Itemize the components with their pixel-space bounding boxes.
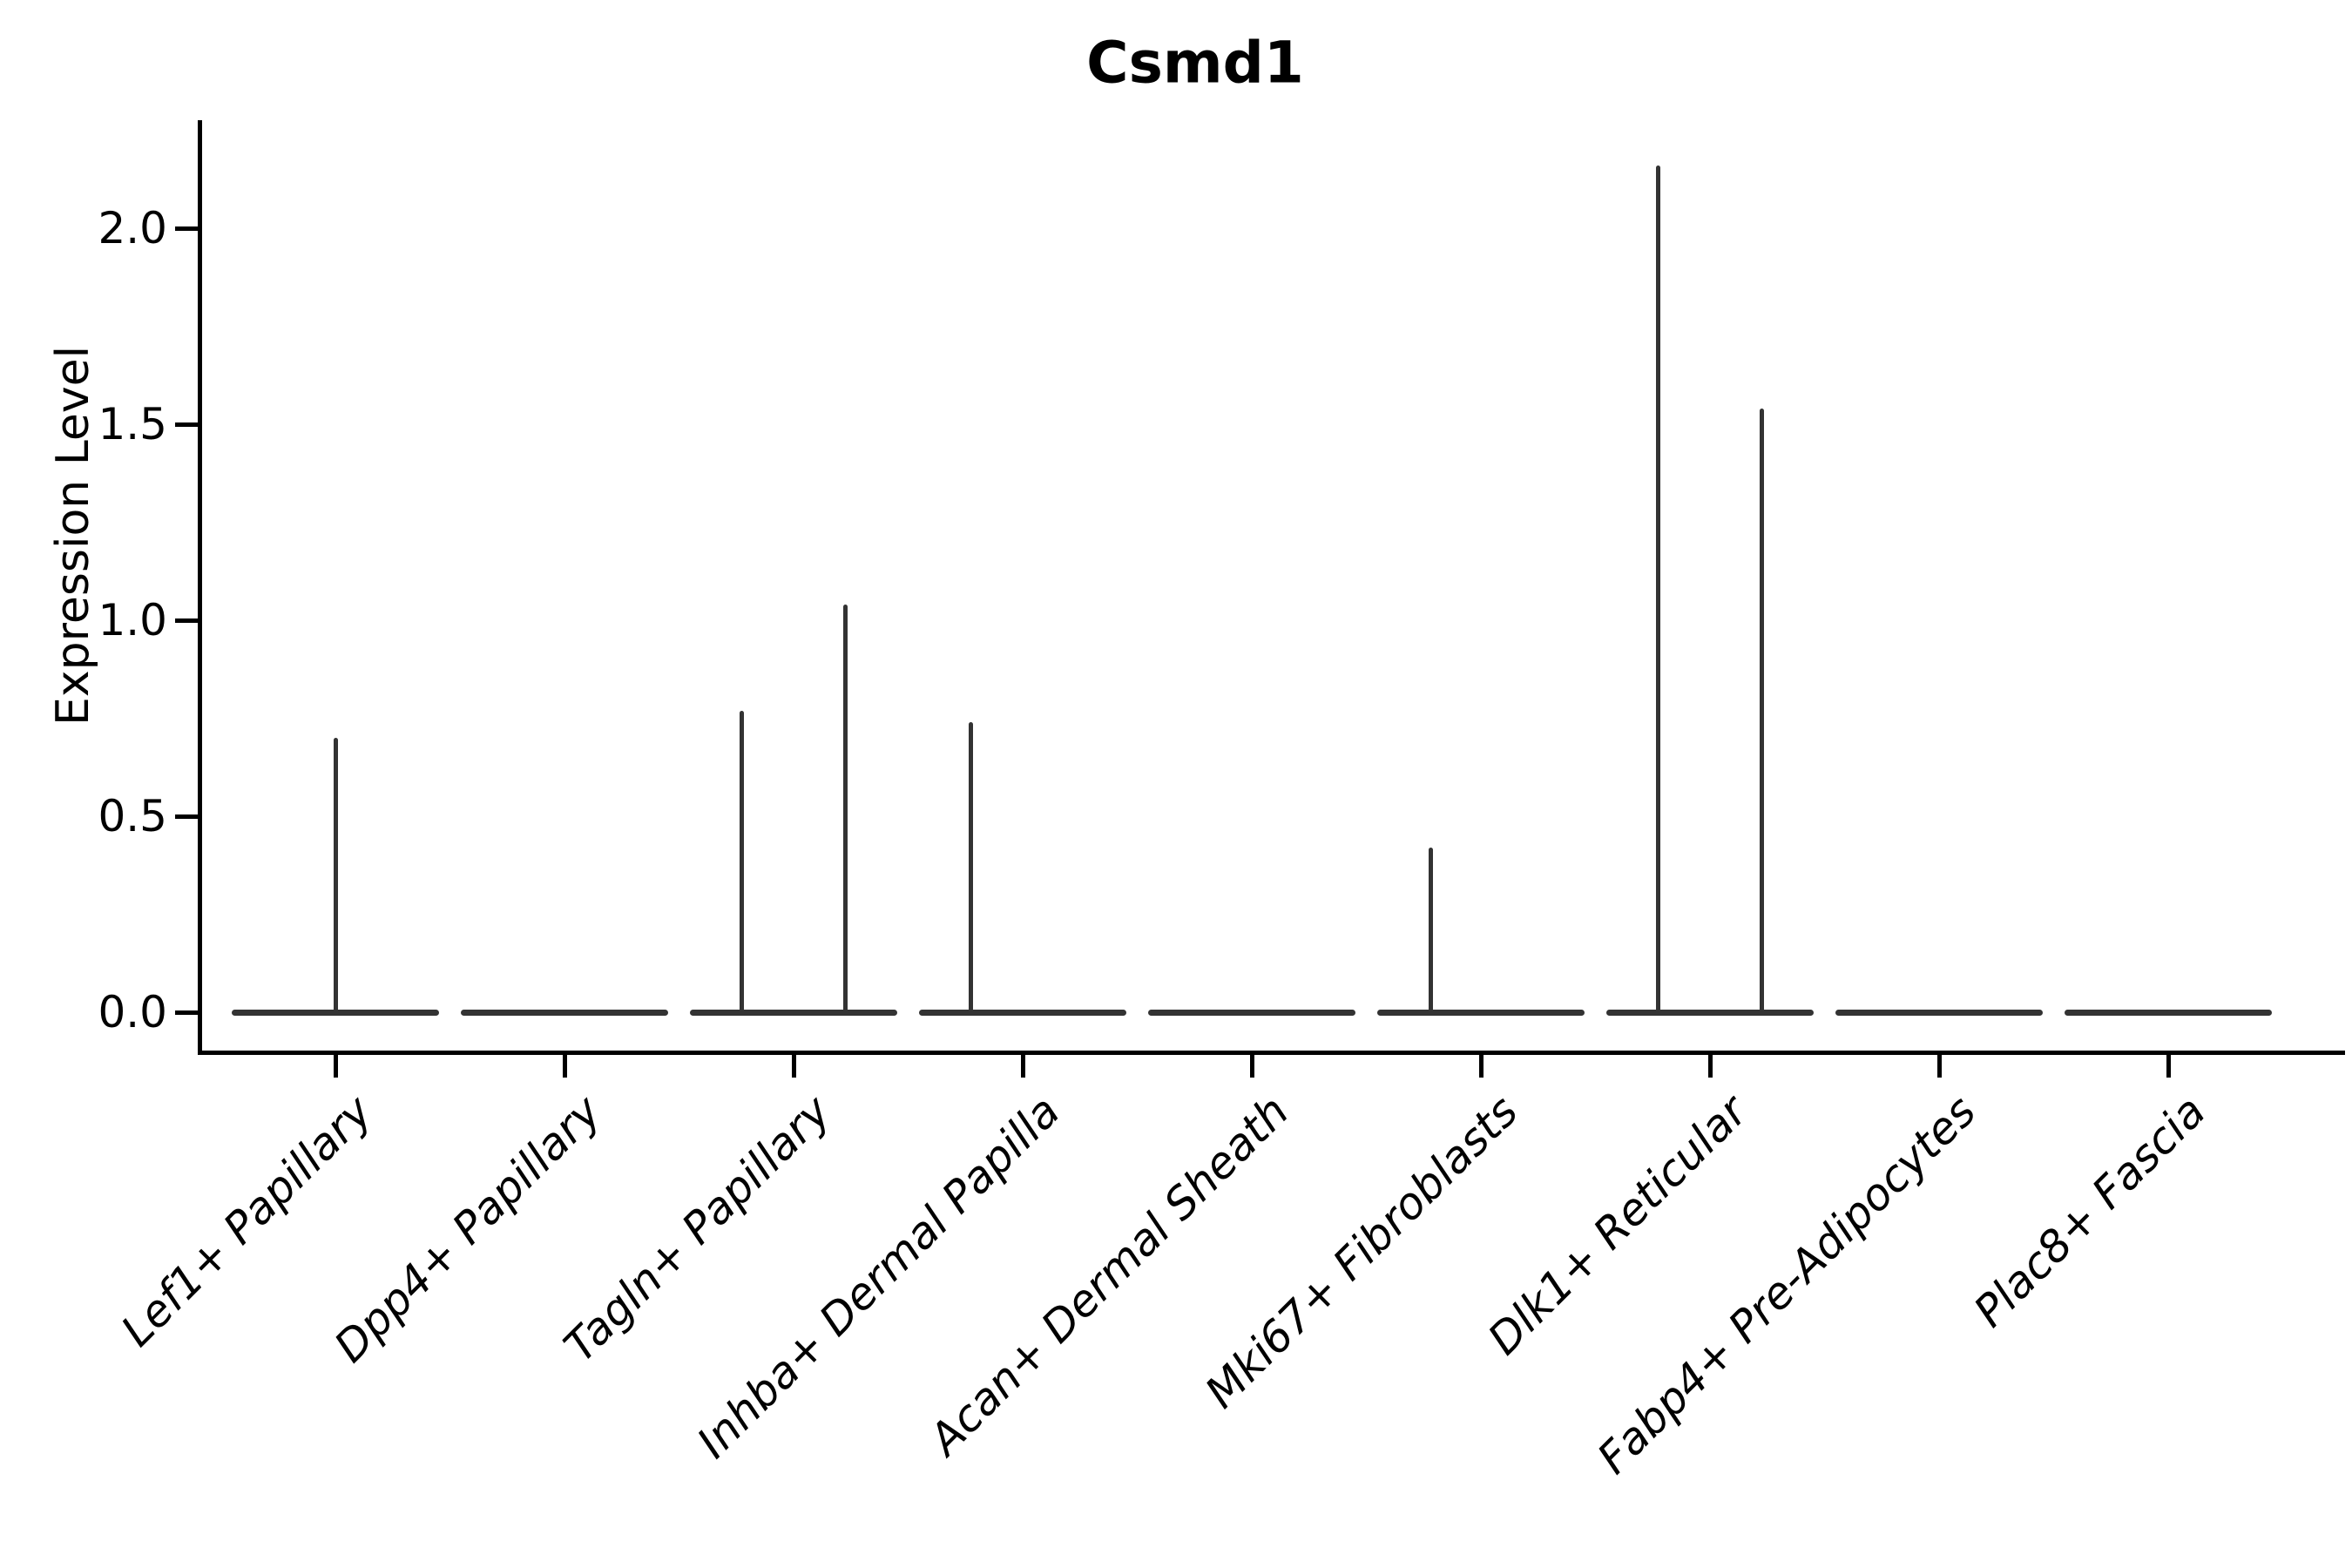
- x-axis-line: [198, 1051, 2345, 1055]
- y-tick-label: 2.0: [98, 203, 167, 253]
- x-tick: [1707, 1055, 1713, 1078]
- x-tick: [791, 1055, 796, 1078]
- y-tick-label: 0.5: [98, 791, 167, 841]
- violin-body: [1148, 1009, 1355, 1016]
- violin-body: [1606, 1009, 1814, 1016]
- violin-spike: [1656, 166, 1661, 1012]
- x-tick: [1249, 1055, 1254, 1078]
- violin-body: [2065, 1009, 2272, 1016]
- y-tick-label: 1.0: [98, 595, 167, 645]
- x-tick-label: Lef1+ Papillary: [112, 1085, 382, 1356]
- x-tick: [1936, 1055, 1942, 1078]
- x-tick-label: Fabp4+ Pre-Adipocytes: [1588, 1085, 1986, 1484]
- x-tick: [562, 1055, 567, 1078]
- violin-body: [1377, 1009, 1585, 1016]
- x-tick: [1478, 1055, 1484, 1078]
- violin-body: [919, 1009, 1126, 1016]
- y-tick: [175, 422, 198, 427]
- violin-body: [1835, 1009, 2043, 1016]
- y-tick: [175, 814, 198, 819]
- x-tick: [333, 1055, 338, 1078]
- violin-body: [690, 1009, 897, 1016]
- violin-spike: [969, 722, 974, 1012]
- y-tick-label: 1.5: [98, 399, 167, 449]
- violin-spike: [1760, 409, 1765, 1012]
- x-tick-label: Plac8+ Fascia: [1963, 1085, 2215, 1337]
- y-tick: [175, 1010, 198, 1015]
- plot-title: Csmd1: [1086, 29, 1304, 97]
- violin-spike: [740, 710, 745, 1012]
- violin-spike: [333, 738, 338, 1012]
- x-tick: [2166, 1055, 2171, 1078]
- violin-spike: [1428, 848, 1433, 1012]
- violin-body: [461, 1009, 668, 1016]
- y-tick: [175, 226, 198, 231]
- y-tick: [175, 618, 198, 623]
- violin-body: [232, 1009, 439, 1016]
- y-axis-line: [198, 120, 202, 1055]
- x-tick: [1020, 1055, 1025, 1078]
- violin-spike: [842, 605, 848, 1012]
- y-tick-label: 0.0: [98, 987, 167, 1037]
